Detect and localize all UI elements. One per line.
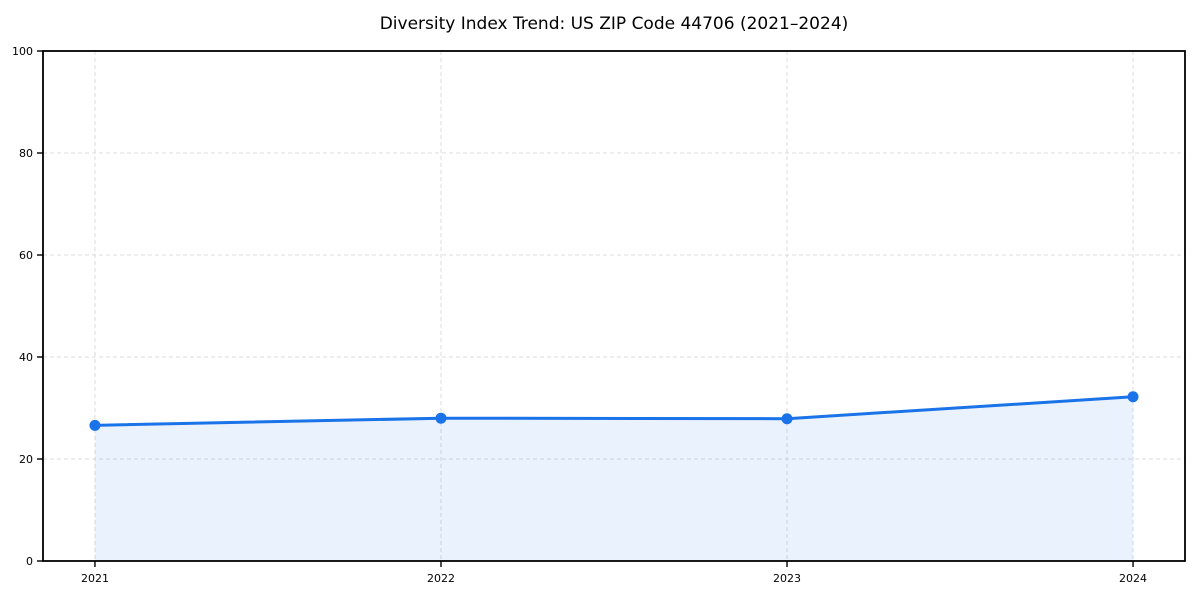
y-axis-tick-label: 60 (19, 249, 33, 262)
data-point-marker-2023 (781, 413, 793, 425)
y-axis-tick-label: 100 (12, 45, 33, 58)
plot-box-spines (42, 50, 1186, 562)
x-axis-tick-label: 2024 (1119, 572, 1147, 585)
data-point-marker-2022 (435, 412, 447, 424)
chart-title: Diversity Index Trend: US ZIP Code 44706… (380, 14, 849, 34)
x-axis-tick-label: 2023 (773, 572, 801, 585)
y-axis-tick-label: 0 (26, 555, 33, 568)
trend-line (93, 395, 1135, 427)
data-point-marker-2024 (1127, 391, 1139, 403)
y-axis-tick-label: 80 (19, 147, 33, 160)
area-fill (94, 396, 1134, 561)
x-axis-tick-label: 2022 (427, 572, 455, 585)
data-point-marker-2021 (89, 419, 101, 431)
y-axis-tick-label: 40 (19, 351, 33, 364)
series-layer (89, 391, 1139, 561)
gridlines-layer (43, 50, 1185, 562)
axes-layer: 0 20 40 60 80 100 2021 2022 2023 2024 (12, 45, 1186, 585)
y-axis-tick-label: 20 (19, 453, 33, 466)
x-axis-tick-label: 2021 (81, 572, 109, 585)
